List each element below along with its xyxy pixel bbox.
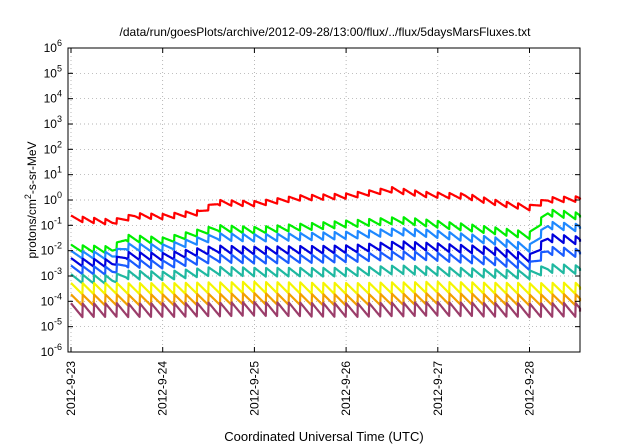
y-tick-label: 105	[44, 63, 62, 80]
series-line-7	[70, 280, 582, 296]
x-axis-label: Coordinated Universal Time (UTC)	[224, 429, 423, 444]
chart-title: /data/run/goesPlots/archive/2012-09-28/1…	[120, 25, 532, 39]
series-line-4	[70, 233, 582, 269]
y-axis-label-base: protons/cm	[25, 199, 39, 258]
series-group	[70, 186, 582, 319]
y-axis-label-sup: 2	[23, 194, 33, 199]
x-tick-label: 2012-9-25	[247, 361, 261, 416]
series-line-5	[70, 245, 582, 276]
series-line-1	[70, 186, 582, 226]
y-tick-label: 10-6	[41, 342, 62, 359]
y-tick-label: 101	[44, 165, 62, 182]
x-tick-label: 2012-9-24	[156, 361, 170, 416]
x-tick-label: 2012-9-27	[431, 361, 445, 416]
y-tick-label: 104	[44, 89, 62, 106]
y-tick-label: 10-1	[41, 215, 62, 232]
y-axis-label-rest: -s-sr-MeV	[25, 141, 39, 194]
y-tick-label: 10-4	[41, 291, 62, 308]
series-line-9	[70, 300, 582, 319]
series-line-3	[70, 220, 582, 261]
y-tick-label: 103	[44, 114, 62, 131]
y-tick-label: 10-2	[41, 241, 62, 258]
series-line-6	[70, 263, 582, 285]
series-line-8	[70, 292, 582, 307]
y-tick-label: 10-5	[41, 317, 62, 334]
x-tick-label: 2012-9-23	[64, 361, 78, 416]
y-axis-label: protons/cm2-s-sr-MeV	[23, 141, 39, 258]
x-tick-label: 2012-9-26	[339, 361, 353, 416]
y-tick-label: 106	[44, 38, 62, 55]
y-tick-label: 100	[44, 190, 62, 207]
series-line-2	[70, 208, 582, 255]
y-tick-label: 10-3	[41, 266, 62, 283]
x-tick-label: 2012-9-28	[523, 361, 537, 416]
x-axis-ticks: 2012-9-23 2012-9-24 2012-9-25 2012-9-26 2012…	[64, 48, 537, 416]
y-axis-ticks: 10-6 10-5 10-4 10-3 10-2 10-1 100 101 102 103 104 1…	[41, 38, 580, 359]
y-tick-label: 102	[44, 139, 62, 156]
